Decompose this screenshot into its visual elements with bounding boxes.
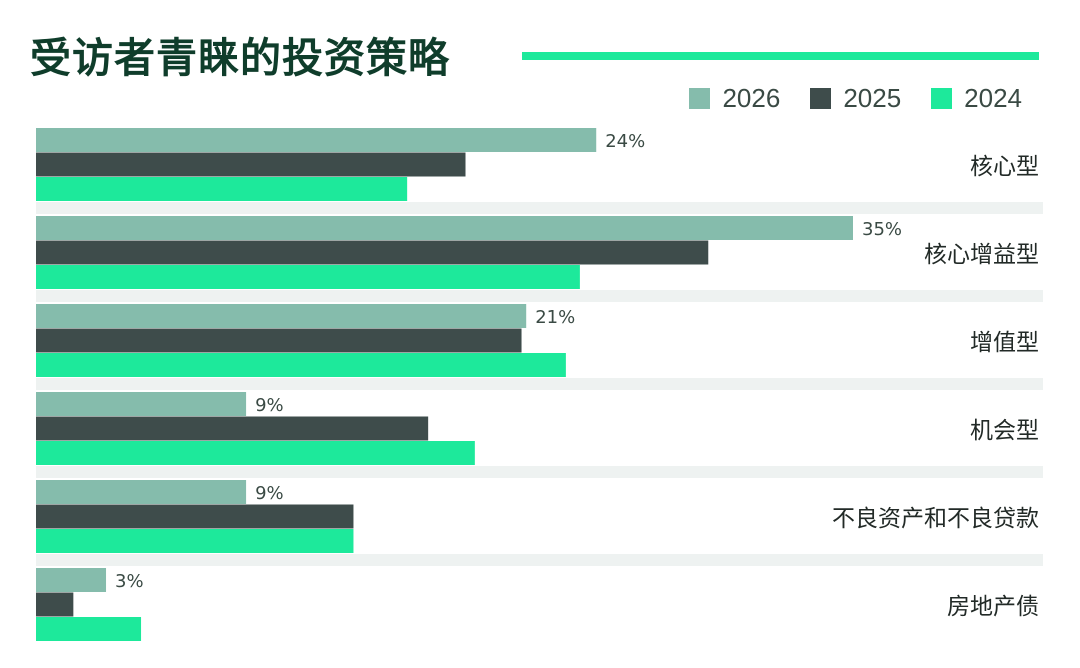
legend-swatch-2025	[810, 87, 832, 109]
bar-2025	[36, 240, 709, 265]
bar-2026	[36, 480, 247, 504]
bar-2025	[36, 592, 74, 617]
group-separator	[36, 290, 1043, 302]
bar-2025	[36, 416, 429, 441]
group-separator	[36, 378, 1043, 390]
category-label: 机会型	[970, 418, 1039, 444]
bar-2024	[36, 265, 580, 289]
legend-item-2025: 2025	[810, 83, 901, 114]
chart-title: 受访者青睐的投资策略	[30, 34, 450, 82]
legend-label-2024: 2024	[964, 82, 1022, 113]
data-label: 3%	[115, 571, 144, 592]
data-label: 24%	[605, 131, 645, 152]
bar-2026	[36, 304, 527, 328]
bar-2024	[36, 177, 408, 201]
bar-2026	[36, 568, 107, 592]
bar-2024	[36, 617, 142, 641]
bar-2024	[36, 441, 475, 465]
category-label: 增值型	[970, 330, 1039, 356]
legend-label-2025: 2025	[843, 82, 902, 113]
legend-swatch-2026	[689, 87, 711, 109]
group-separator	[36, 466, 1043, 478]
legend-item-2024: 2024	[931, 83, 1022, 114]
bar-2025	[36, 152, 466, 177]
bar-2026	[36, 216, 853, 240]
legend-label-2026: 2026	[722, 82, 781, 113]
title-accent-rule	[522, 52, 1039, 60]
group-separator	[36, 202, 1043, 214]
category-label: 核心增益型	[924, 242, 1039, 268]
data-label: 9%	[255, 395, 284, 416]
bar-2025	[36, 504, 354, 529]
category-label: 不良资产和不良贷款	[832, 506, 1039, 532]
bar-2024	[36, 529, 354, 553]
legend-item-2026: 2026	[689, 83, 780, 114]
data-label: 35%	[862, 219, 902, 240]
bar-2024	[36, 353, 566, 377]
category-label: 房地产债	[947, 594, 1039, 620]
bar-2026	[36, 128, 597, 152]
category-label: 核心型	[970, 154, 1039, 180]
bar-2026	[36, 392, 247, 416]
group-separator	[36, 554, 1043, 566]
bar-2025	[36, 328, 522, 353]
data-label: 21%	[535, 307, 575, 328]
data-label: 9%	[255, 483, 284, 504]
legend-swatch-2024	[931, 87, 953, 109]
legend: 2026 2025 2024	[689, 82, 1022, 114]
